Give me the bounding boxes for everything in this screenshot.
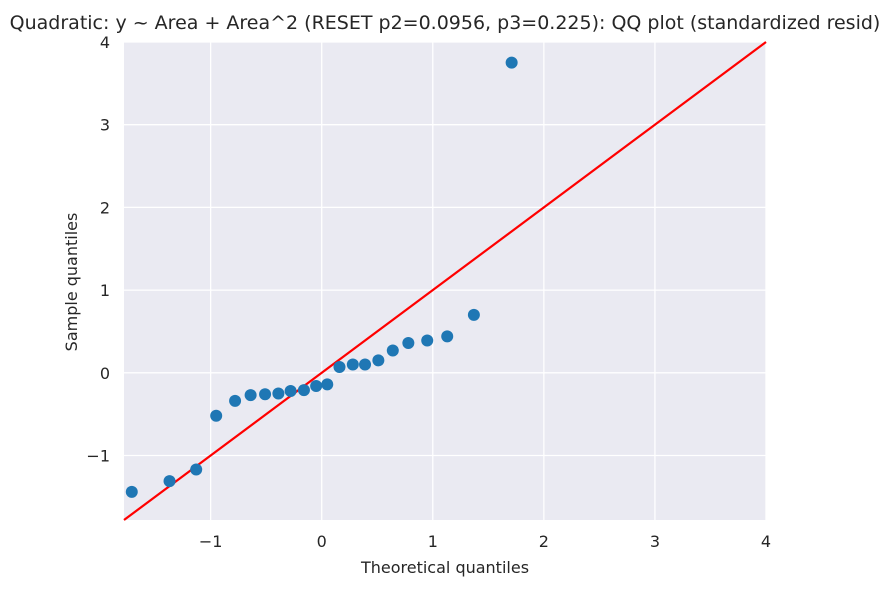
y-axis-label: Sample quantiles [62, 213, 81, 352]
tick-labels: −1 0 1 2 3 4 −1 0 1 2 3 4 [86, 33, 771, 551]
data-point [441, 330, 454, 343]
data-point [359, 358, 372, 371]
y-tick-label: 3 [100, 116, 110, 135]
data-point [272, 387, 285, 400]
chart-title: Quadratic: y ~ Area + Area^2 (RESET p2=0… [10, 12, 881, 34]
data-points [125, 56, 518, 498]
x-tick-label: 2 [539, 532, 549, 551]
data-point [421, 334, 434, 347]
x-axis-label: Theoretical quantiles [360, 558, 529, 577]
x-tick-label: 4 [761, 532, 771, 551]
data-point [321, 378, 334, 391]
data-point [386, 344, 399, 357]
data-point [505, 56, 518, 69]
x-tick-label: 0 [317, 532, 327, 551]
y-tick-label: 2 [100, 198, 110, 217]
data-point [346, 358, 359, 371]
data-point [229, 394, 242, 407]
data-point [244, 389, 257, 402]
data-point [125, 485, 138, 498]
data-point [259, 388, 272, 401]
data-point [284, 384, 297, 397]
gridlines [124, 41, 767, 520]
y-tick-label: 4 [100, 33, 110, 52]
data-point [163, 475, 176, 488]
data-point [333, 361, 346, 374]
data-point [297, 384, 310, 397]
x-tick-label: 3 [650, 532, 660, 551]
x-tick-label: 1 [428, 532, 438, 551]
data-point [210, 409, 223, 422]
data-point [372, 354, 385, 367]
y-tick-label: 1 [100, 281, 110, 300]
x-tick-label: −1 [199, 532, 223, 551]
data-point [310, 380, 323, 393]
data-point [402, 337, 415, 350]
y-tick-label: −1 [86, 446, 110, 465]
reference-line [123, 41, 767, 521]
y-tick-label: 0 [100, 364, 110, 383]
data-point [467, 308, 480, 321]
data-point [190, 463, 203, 476]
